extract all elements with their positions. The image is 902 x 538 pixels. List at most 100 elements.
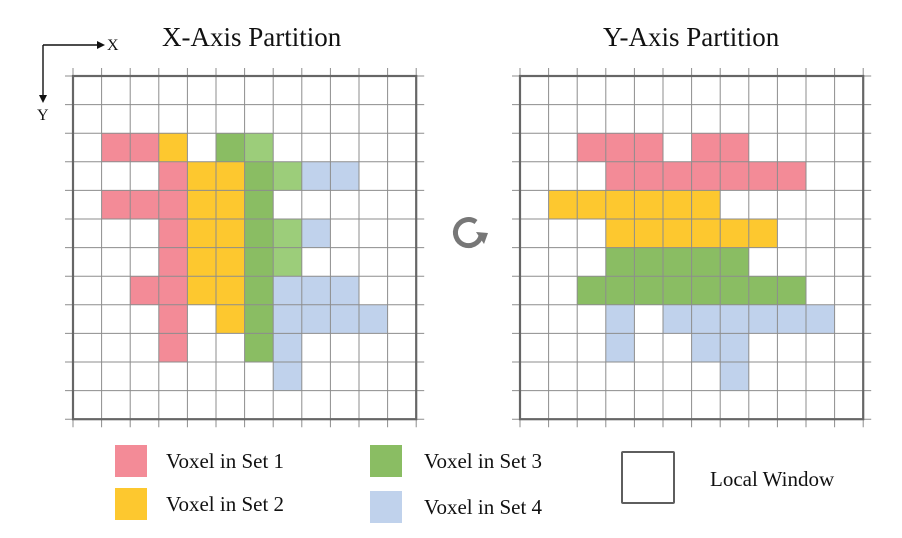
voxel-set-2	[691, 219, 721, 248]
voxel-set-1	[605, 133, 635, 162]
voxel-set-4	[301, 161, 331, 191]
local-window-swatch	[621, 451, 675, 504]
voxel-set-4	[301, 219, 331, 248]
voxel-set-1	[101, 133, 131, 162]
voxel-set-4	[301, 276, 331, 305]
voxel-set-1	[720, 133, 749, 162]
voxel-set-2	[216, 276, 245, 305]
voxel-set-3	[777, 276, 806, 305]
voxel-set-3	[273, 247, 302, 277]
voxel-set-4	[301, 304, 331, 334]
voxel-set-3	[605, 247, 635, 277]
voxel-set-3	[634, 276, 663, 305]
voxel-set-4	[720, 362, 749, 391]
voxel-set-2	[216, 190, 245, 219]
voxel-set-2	[187, 276, 216, 305]
set-4-swatch	[370, 491, 402, 523]
voxel-set-1	[158, 276, 188, 305]
voxel-set-2	[216, 161, 245, 191]
voxel-set-4	[605, 333, 635, 362]
voxel-set-1	[101, 190, 131, 219]
voxel-set-4	[330, 304, 359, 334]
y-axis-partition-title: Y-Axis Partition	[603, 22, 780, 52]
voxel-set-4	[748, 304, 778, 334]
voxel-set-2	[187, 219, 216, 248]
voxel-set-3	[273, 161, 302, 191]
voxel-set-1	[691, 133, 721, 162]
set-1-swatch	[115, 445, 147, 477]
legend-label-set-1: Voxel in Set 1	[166, 449, 285, 473]
y-axis-partition-border	[518, 74, 865, 421]
set-2-swatch	[115, 488, 147, 520]
voxel-set-1	[748, 161, 778, 191]
voxel-set-1	[634, 133, 663, 162]
voxel-set-4	[273, 276, 302, 305]
voxel-set-1	[577, 133, 606, 162]
voxel-set-3	[720, 276, 749, 305]
voxel-set-3	[634, 247, 663, 277]
voxel-set-2	[748, 219, 778, 248]
voxel-set-4	[273, 304, 302, 334]
voxel-set-1	[777, 161, 806, 191]
y-axis-label: Y	[37, 107, 49, 124]
x-axis-partition-title: X-Axis Partition	[162, 22, 342, 52]
voxel-set-3	[577, 276, 606, 305]
voxel-set-2	[158, 133, 188, 162]
rotate-clockwise-icon-arrowhead	[476, 232, 488, 244]
voxel-set-3	[691, 276, 721, 305]
voxel-set-1	[158, 247, 188, 277]
voxel-set-2	[216, 247, 245, 277]
voxel-set-2	[605, 190, 635, 219]
voxel-set-2	[691, 190, 721, 219]
voxel-set-2	[605, 219, 635, 248]
voxel-set-2	[187, 247, 216, 277]
voxel-set-4	[330, 276, 359, 305]
rotate-clockwise-icon	[453, 217, 484, 249]
voxel-set-2	[216, 219, 245, 248]
voxel-set-4	[273, 333, 302, 362]
voxel-set-3	[691, 247, 721, 277]
x-axis-partition-border	[71, 74, 418, 421]
voxel-set-1	[691, 161, 721, 191]
voxel-set-1	[130, 276, 159, 305]
voxel-set-4	[605, 304, 635, 334]
voxel-set-1	[158, 304, 188, 334]
voxel-set-4	[663, 304, 692, 334]
y-axis-arrowhead	[39, 95, 47, 103]
legend-label-set-3: Voxel in Set 3	[424, 449, 543, 473]
set-3-swatch	[370, 445, 402, 477]
voxel-set-3	[244, 190, 274, 219]
voxel-set-4	[359, 304, 388, 334]
voxel-set-3	[244, 219, 274, 248]
voxel-set-4	[777, 304, 806, 334]
voxel-set-4	[691, 304, 721, 334]
voxel-set-1	[634, 161, 663, 191]
voxel-set-2	[216, 304, 245, 334]
voxel-set-1	[130, 133, 159, 162]
voxel-set-2	[663, 190, 692, 219]
voxel-set-3	[244, 276, 274, 305]
voxel-set-2	[634, 190, 663, 219]
voxel-set-3	[605, 276, 635, 305]
voxel-set-3	[273, 219, 302, 248]
voxel-set-3	[244, 333, 274, 362]
voxel-set-2	[577, 190, 606, 219]
legend-label-set-2: Voxel in Set 2	[166, 492, 285, 516]
local-window-label: Local Window	[710, 467, 835, 491]
voxel-set-3	[720, 247, 749, 277]
voxel-set-4	[273, 362, 302, 391]
voxel-set-3	[216, 133, 245, 162]
voxel-set-1	[605, 161, 635, 191]
voxel-set-3	[663, 276, 692, 305]
voxel-set-2	[663, 219, 692, 248]
voxel-set-1	[130, 190, 159, 219]
voxel-set-1	[158, 161, 188, 191]
voxel-set-1	[158, 219, 188, 248]
voxel-set-3	[244, 247, 274, 277]
voxel-set-3	[244, 133, 274, 162]
voxel-set-2	[720, 219, 749, 248]
voxel-set-1	[158, 333, 188, 362]
legend-label-set-4: Voxel in Set 4	[424, 495, 543, 519]
